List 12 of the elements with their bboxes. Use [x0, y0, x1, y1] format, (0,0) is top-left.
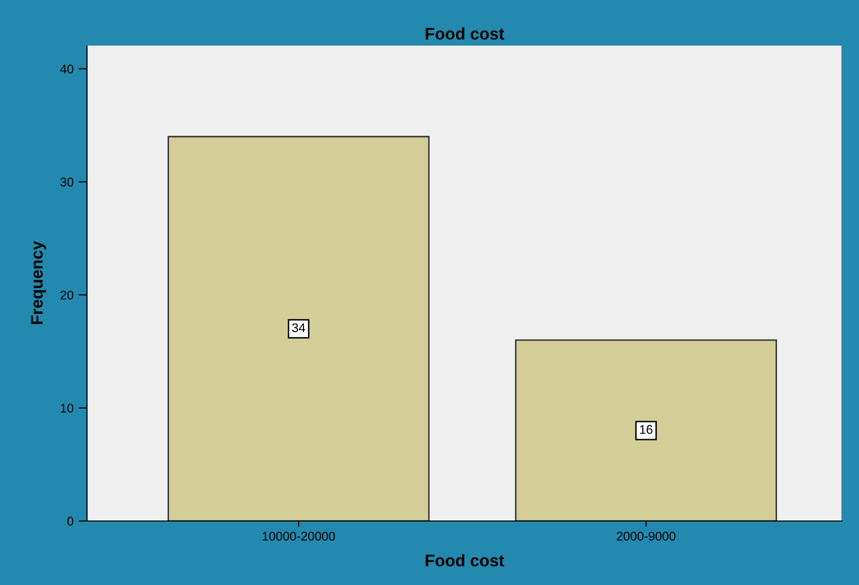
data-label: 34: [292, 323, 306, 332]
x-tick-label: 10000-20000: [262, 532, 335, 541]
x-tick-label: 2000-9000: [616, 532, 676, 541]
y-axis-title: Frequency: [31, 240, 46, 324]
y-tick-label: 30: [60, 178, 74, 186]
y-tick-label: 10: [60, 404, 74, 413]
data-label: 16: [640, 425, 652, 434]
y-tick-label: 20: [60, 290, 74, 300]
y-tick-label: 40: [60, 64, 74, 74]
x-axis-title: Food cost: [426, 554, 504, 566]
chart-title: Food cost: [426, 27, 504, 40]
y-tick-label: 0: [67, 516, 74, 526]
